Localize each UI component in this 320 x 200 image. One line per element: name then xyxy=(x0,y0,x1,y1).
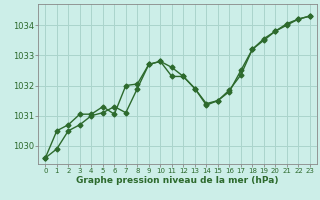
X-axis label: Graphe pression niveau de la mer (hPa): Graphe pression niveau de la mer (hPa) xyxy=(76,176,279,185)
